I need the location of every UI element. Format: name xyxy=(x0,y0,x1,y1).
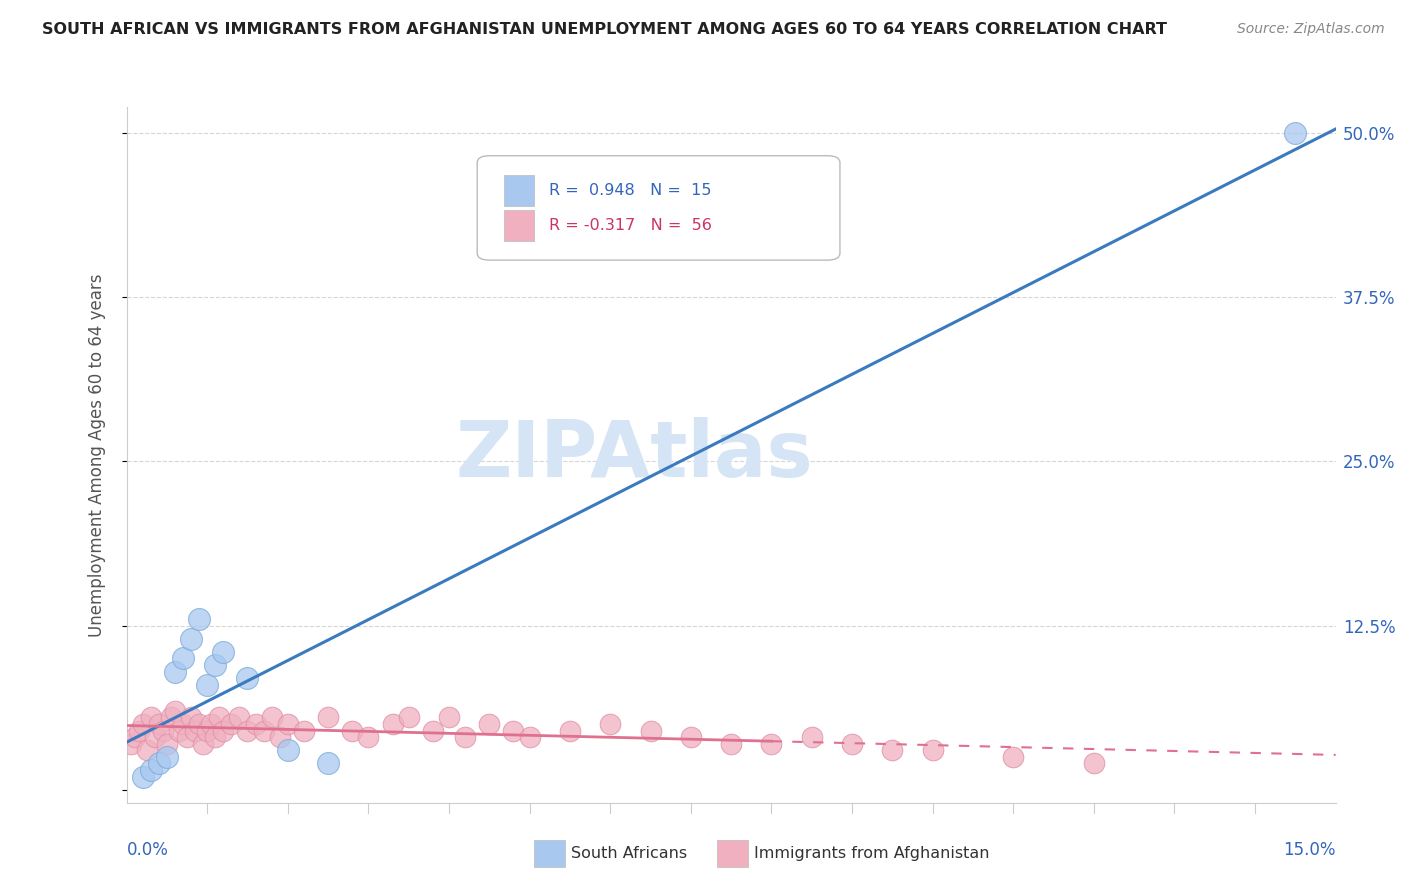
Point xyxy=(124,730,146,744)
Point xyxy=(191,737,214,751)
Point xyxy=(236,671,259,685)
Point xyxy=(208,710,231,724)
Point xyxy=(640,723,662,738)
Point xyxy=(148,756,170,771)
Point xyxy=(212,723,235,738)
FancyBboxPatch shape xyxy=(477,156,839,260)
Point xyxy=(156,749,179,764)
Point xyxy=(720,737,742,751)
Point xyxy=(139,763,162,777)
Point xyxy=(292,723,315,738)
Point xyxy=(921,743,943,757)
Point xyxy=(478,717,501,731)
Point xyxy=(120,737,142,751)
Text: 0.0%: 0.0% xyxy=(127,841,169,859)
Point xyxy=(188,717,211,731)
Point xyxy=(172,651,194,665)
Point xyxy=(143,730,166,744)
Point xyxy=(176,730,198,744)
Point xyxy=(761,737,783,751)
Point xyxy=(316,710,339,724)
Text: South Africans: South Africans xyxy=(571,847,688,861)
Point xyxy=(357,730,380,744)
Point xyxy=(269,730,291,744)
Point xyxy=(180,632,202,646)
Point xyxy=(160,710,183,724)
Point xyxy=(131,717,153,731)
Point xyxy=(599,717,621,731)
Point xyxy=(180,710,202,724)
Point xyxy=(454,730,477,744)
Point xyxy=(212,645,235,659)
Point xyxy=(882,743,904,757)
Point xyxy=(800,730,823,744)
Point xyxy=(148,717,170,731)
Point xyxy=(260,710,283,724)
Text: Source: ZipAtlas.com: Source: ZipAtlas.com xyxy=(1237,22,1385,37)
Point xyxy=(228,710,250,724)
Point xyxy=(236,723,259,738)
Point xyxy=(437,710,460,724)
Text: R = -0.317   N =  56: R = -0.317 N = 56 xyxy=(548,218,711,233)
Text: ZIPAtlas: ZIPAtlas xyxy=(456,417,813,493)
Point xyxy=(195,678,218,692)
Point xyxy=(204,657,226,672)
Point xyxy=(277,717,299,731)
Point xyxy=(163,704,186,718)
Point xyxy=(163,665,186,679)
Text: 15.0%: 15.0% xyxy=(1284,841,1336,859)
Point xyxy=(195,723,218,738)
Point xyxy=(558,723,581,738)
Point xyxy=(188,612,211,626)
Point xyxy=(200,717,222,731)
Point xyxy=(172,717,194,731)
Point xyxy=(1083,756,1105,771)
FancyBboxPatch shape xyxy=(503,175,534,206)
Point xyxy=(139,710,162,724)
Point xyxy=(502,723,524,738)
FancyBboxPatch shape xyxy=(503,210,534,241)
Point xyxy=(1284,126,1306,140)
Text: R =  0.948   N =  15: R = 0.948 N = 15 xyxy=(548,183,711,198)
Point xyxy=(152,723,174,738)
Point xyxy=(1002,749,1025,764)
Point xyxy=(252,723,274,738)
Y-axis label: Unemployment Among Ages 60 to 64 years: Unemployment Among Ages 60 to 64 years xyxy=(87,273,105,637)
Point xyxy=(204,730,226,744)
Point xyxy=(128,723,150,738)
Text: Immigrants from Afghanistan: Immigrants from Afghanistan xyxy=(754,847,988,861)
Point xyxy=(381,717,404,731)
Point xyxy=(184,723,207,738)
Point xyxy=(156,737,179,751)
Point xyxy=(841,737,863,751)
Point xyxy=(135,743,157,757)
Point xyxy=(679,730,702,744)
Point xyxy=(316,756,339,771)
Text: SOUTH AFRICAN VS IMMIGRANTS FROM AFGHANISTAN UNEMPLOYMENT AMONG AGES 60 TO 64 YE: SOUTH AFRICAN VS IMMIGRANTS FROM AFGHANI… xyxy=(42,22,1167,37)
Point xyxy=(167,723,190,738)
Point xyxy=(245,717,267,731)
Point xyxy=(398,710,420,724)
Point xyxy=(221,717,243,731)
Point xyxy=(422,723,444,738)
Point xyxy=(519,730,541,744)
Point xyxy=(277,743,299,757)
Point xyxy=(342,723,364,738)
Point xyxy=(131,770,153,784)
